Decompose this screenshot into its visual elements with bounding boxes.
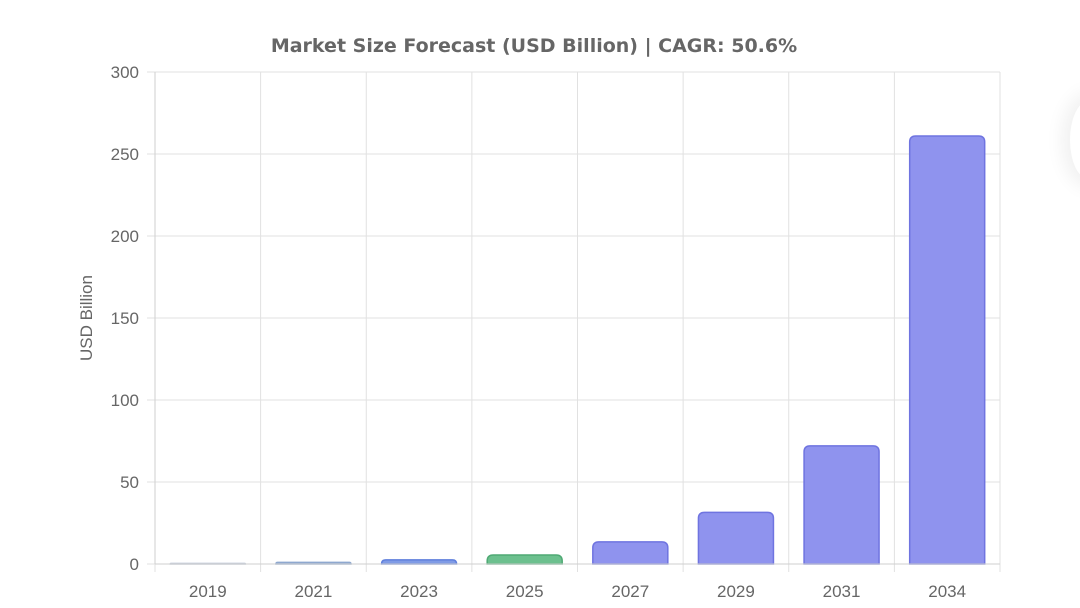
bar-2025 — [486, 554, 563, 565]
x-tick-labels: 2019 2021 2023 2025 2027 2029 2031 2034 — [189, 582, 966, 601]
grid-lines — [147, 71, 1001, 572]
y-tick-label: 200 — [111, 227, 139, 246]
edge-shadow — [1070, 100, 1080, 180]
y-tick-label: 100 — [111, 391, 139, 410]
axes — [154, 72, 1000, 565]
y-axis-label: USD Billion — [77, 275, 96, 361]
y-tick-label: 0 — [130, 555, 139, 574]
y-tick-label: 250 — [111, 145, 139, 164]
y-tick-labels: 0 50 100 150 200 250 300 — [111, 63, 139, 574]
x-tick-label: 2019 — [189, 582, 227, 601]
chart-title: Market Size Forecast (USD Billion) | CAG… — [271, 35, 797, 57]
y-tick-label: 150 — [111, 309, 139, 328]
bars — [169, 135, 986, 565]
x-tick-label: 2023 — [400, 582, 438, 601]
y-tick-label: 300 — [111, 63, 139, 82]
x-tick-label: 2027 — [611, 582, 649, 601]
x-tick-label: 2025 — [506, 582, 544, 601]
y-tick-label: 50 — [120, 473, 139, 492]
x-tick-label: 2021 — [295, 582, 333, 601]
x-tick-label: 2029 — [717, 582, 755, 601]
bar-2029 — [697, 511, 775, 565]
bar-2027 — [592, 541, 669, 565]
x-tick-label: 2034 — [928, 582, 966, 601]
bar-2023 — [380, 559, 458, 565]
bar-2034 — [908, 135, 986, 565]
bar-2031 — [803, 445, 880, 565]
x-tick-label: 2031 — [823, 582, 861, 601]
